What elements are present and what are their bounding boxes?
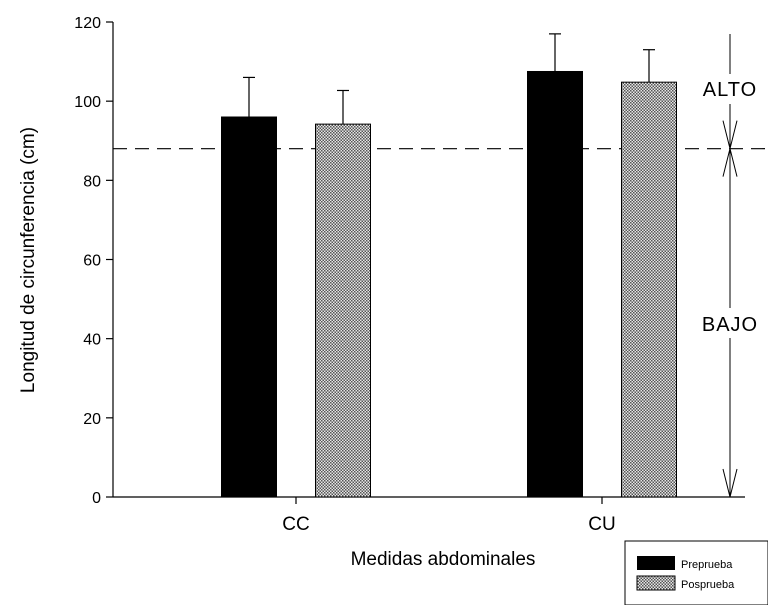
y-tick-label: 100	[74, 94, 101, 111]
legend-swatch-posprueba	[636, 575, 676, 591]
bar-posprueba-cu	[621, 81, 677, 498]
y-tick-label: 0	[92, 490, 101, 507]
zone-label-alto: ALTO	[703, 79, 757, 101]
legend-label-posprueba: Posprueba	[681, 579, 735, 591]
legend-swatch-preprueba	[637, 556, 675, 570]
legend-label-preprueba: Preprueba	[681, 559, 733, 571]
y-tick-label: 80	[83, 173, 101, 190]
bar-posprueba-cc	[315, 123, 371, 498]
zone-annotation: ALTO BAJO	[690, 34, 768, 498]
y-axis-title: Longitud de circunferencia (cm)	[18, 127, 39, 393]
x-category-label: CU	[588, 514, 615, 535]
y-tick-label: 40	[83, 332, 101, 349]
category-labels: CC CU	[282, 497, 616, 535]
x-axis-title: Medidas abdominales	[351, 549, 536, 570]
zone-label-bajo-bg	[690, 308, 768, 338]
y-tick-label: 120	[74, 15, 101, 32]
bar-preprueba-cc	[221, 116, 277, 498]
y-tick-label: 20	[83, 411, 101, 428]
zone-label-alto-bg	[690, 74, 768, 104]
y-tick-label: 60	[83, 253, 101, 270]
y-ticks: 0 20 40 60 80 100 120	[74, 15, 113, 507]
error-bars	[243, 33, 655, 125]
bajo-lower-arrowhead	[722, 468, 738, 498]
zone-label-bajo: BAJO	[702, 314, 758, 336]
legend: Preprueba Posprueba	[624, 540, 768, 605]
x-category-label: CC	[282, 514, 309, 535]
bar-preprueba-cu	[527, 70, 583, 498]
bars	[221, 70, 677, 498]
